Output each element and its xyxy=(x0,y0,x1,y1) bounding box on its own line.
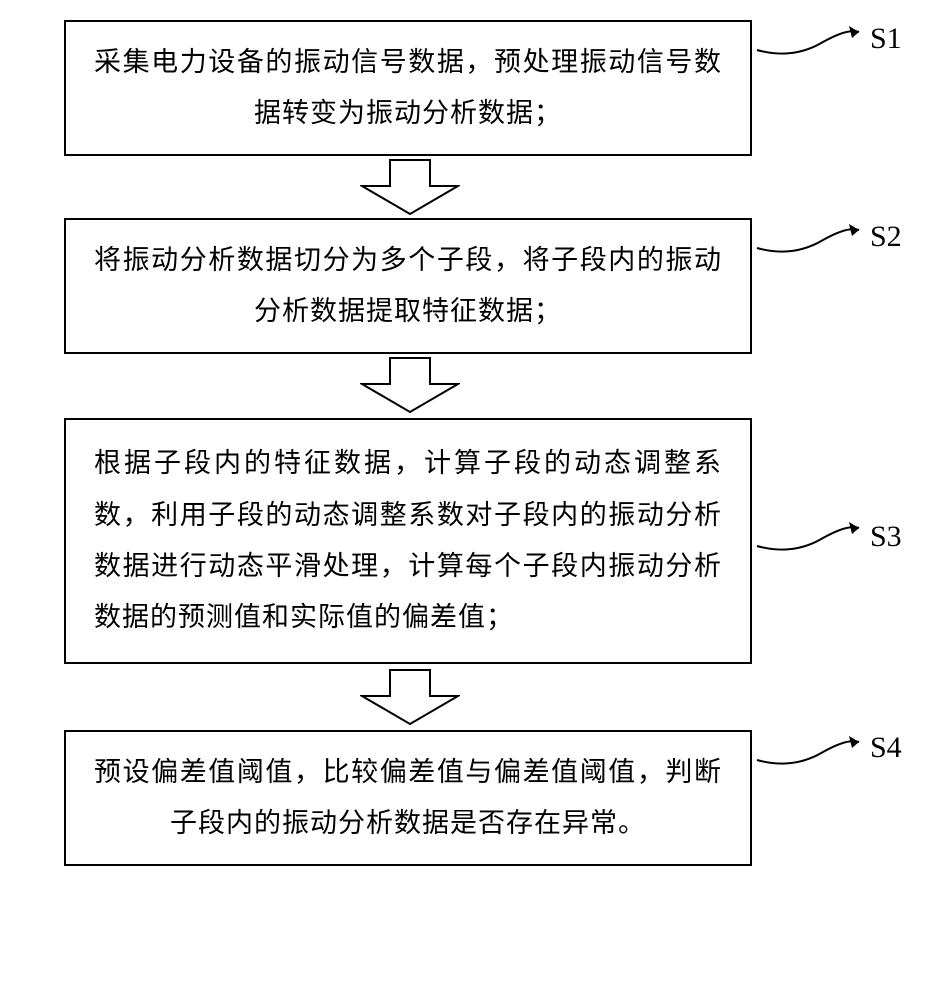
callout-arrow-s2 xyxy=(753,216,873,261)
step-s2-text: 将振动分析数据切分为多个子段，将子段内的振动分析数据提取特征数据； xyxy=(94,235,722,338)
step-s3-box: 根据子段内的特征数据，计算子段的动态调整系数，利用子段的动态调整系数对子段内的振… xyxy=(64,418,752,664)
step-s1-text: 采集电力设备的振动信号数据，预处理振动信号数据转变为振动分析数据； xyxy=(94,37,722,140)
step-s2-label: S2 xyxy=(870,220,902,254)
step-s2-box: 将振动分析数据切分为多个子段，将子段内的振动分析数据提取特征数据； xyxy=(64,218,752,354)
callout-arrow-s4 xyxy=(753,728,873,773)
step-s3-text: 根据子段内的特征数据，计算子段的动态调整系数，利用子段的动态调整系数对子段内的振… xyxy=(94,438,722,643)
callout-arrow-s3 xyxy=(753,514,873,559)
flowchart-container: 采集电力设备的振动信号数据，预处理振动信号数据转变为振动分析数据； S1 将振动… xyxy=(0,0,939,1000)
step-s3-label: S3 xyxy=(870,520,902,554)
step-s4-text: 预设偏差值阈值，比较偏差值与偏差值阈值，判断子段内的振动分析数据是否存在异常。 xyxy=(94,747,722,850)
step-s4-box: 预设偏差值阈值，比较偏差值与偏差值阈值，判断子段内的振动分析数据是否存在异常。 xyxy=(64,730,752,866)
step-s1-box: 采集电力设备的振动信号数据，预处理振动信号数据转变为振动分析数据； xyxy=(64,20,752,156)
flow-arrow-3 xyxy=(360,668,460,726)
callout-arrow-s1 xyxy=(753,18,873,63)
flow-arrow-2 xyxy=(360,356,460,414)
step-s1-label: S1 xyxy=(870,22,902,56)
flow-arrow-1 xyxy=(360,158,460,216)
step-s4-label: S4 xyxy=(870,731,902,765)
